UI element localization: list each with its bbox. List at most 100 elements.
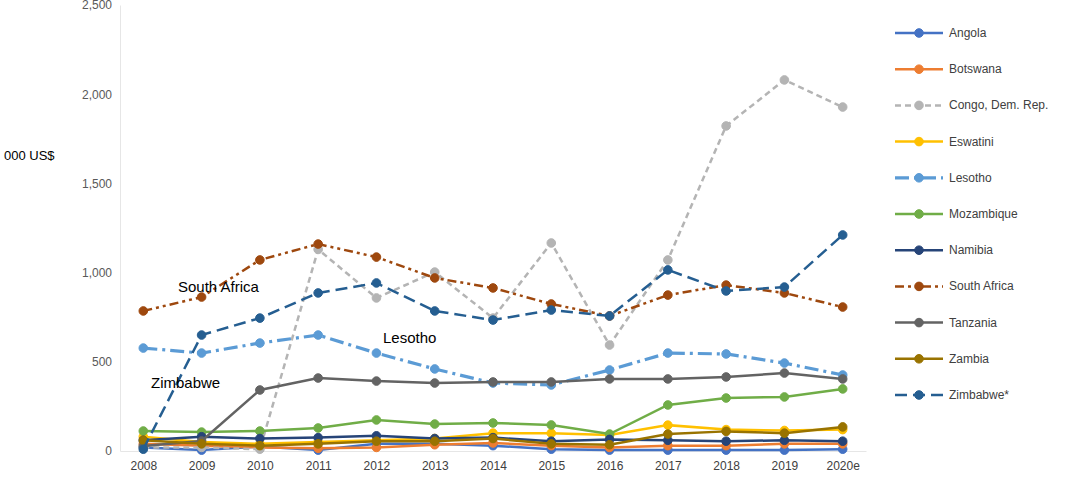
legend-label: Zimbabwe*: [949, 388, 1009, 402]
series-marker: [139, 344, 148, 353]
legend-marker: [915, 174, 924, 183]
legend-entry: Eswatini: [895, 135, 994, 149]
series: [139, 423, 847, 450]
x-tick-label: 2019: [772, 459, 799, 473]
series-marker: [838, 103, 847, 112]
legend-marker: [915, 210, 924, 219]
series-marker: [314, 331, 323, 340]
x-axis: 2008200920102011201220132014201520162017…: [121, 451, 867, 473]
x-tick: 2008: [130, 451, 157, 473]
series-marker: [547, 440, 556, 449]
series-marker: [547, 429, 556, 438]
y-tick-label: 1,500: [82, 177, 112, 191]
y-axis: 05001,0001,5002,0002,500: [82, 0, 121, 458]
x-tick: 2015: [538, 451, 565, 473]
legend-marker: [915, 65, 924, 74]
series-marker: [664, 266, 673, 275]
series-marker: [664, 349, 673, 358]
x-tick-label: 2016: [597, 459, 624, 473]
series-marker: [139, 307, 148, 316]
series-line: [143, 80, 842, 449]
x-tick-label: 2015: [538, 459, 565, 473]
x-tick: 2010: [247, 451, 274, 473]
series-marker: [314, 289, 323, 298]
y-tick: 2,500: [82, 0, 120, 12]
legend-label: Eswatini: [949, 135, 994, 149]
series-marker: [256, 314, 265, 323]
series-marker: [838, 423, 847, 432]
legend-marker: [915, 246, 924, 255]
series-marker: [430, 420, 439, 429]
series-marker: [139, 427, 148, 436]
legend-label: Tanzania: [949, 316, 997, 330]
legend-label: Mozambique: [949, 207, 1018, 221]
legend-label: Botswana: [949, 62, 1002, 76]
series-marker: [197, 349, 206, 358]
series-marker: [256, 339, 265, 348]
legend-marker: [915, 318, 924, 327]
series-marker: [838, 231, 847, 240]
series-marker: [314, 440, 323, 449]
y-tick-label: 500: [92, 355, 112, 369]
legend-marker: [915, 282, 924, 291]
x-tick-label: 2010: [247, 459, 274, 473]
legend-entry: Angola: [895, 26, 987, 40]
series: [139, 369, 847, 451]
series-line: [143, 425, 842, 444]
legend-entry: Zimbabwe*: [895, 388, 1009, 402]
series-marker: [372, 253, 381, 262]
series-marker: [838, 385, 847, 394]
legend-marker: [915, 137, 924, 146]
series-line: [143, 244, 842, 316]
series: [139, 76, 847, 454]
x-tick: 2013: [422, 451, 449, 473]
series-marker: [256, 441, 265, 450]
series: [139, 231, 847, 454]
series-marker: [547, 239, 556, 248]
series-marker: [664, 291, 673, 300]
series-marker: [722, 437, 731, 446]
series-marker: [780, 429, 789, 438]
series-marker: [197, 440, 206, 449]
y-axis-title: 000 US$: [4, 148, 55, 163]
series-marker: [430, 274, 439, 283]
series-marker: [372, 349, 381, 358]
series-marker: [605, 341, 614, 350]
series: [139, 240, 847, 320]
series-marker: [722, 394, 731, 403]
series-line: [143, 235, 842, 449]
series-marker: [780, 369, 789, 378]
legend-entry: South Africa: [895, 279, 1014, 293]
series-marker: [314, 374, 323, 383]
legend-label: South Africa: [949, 279, 1014, 293]
legend-entry: Namibia: [895, 243, 993, 257]
series-marker: [372, 294, 381, 303]
legend-marker: [915, 391, 924, 400]
series-marker: [489, 433, 498, 442]
x-tick: 2012: [364, 451, 391, 473]
series-marker: [430, 365, 439, 374]
series-marker: [722, 350, 731, 359]
x-tick-label: 2009: [189, 459, 216, 473]
x-tick-label: 2012: [364, 459, 391, 473]
legend: AngolaBotswanaCongo, Dem. Rep.EswatiniLe…: [895, 26, 1048, 402]
legend-label: Namibia: [949, 243, 993, 257]
x-tick: 2014: [480, 451, 507, 473]
y-axis-line: [120, 6, 121, 452]
legend-entry: Congo, Dem. Rep.: [895, 98, 1048, 112]
series-marker: [780, 76, 789, 85]
series-marker: [489, 419, 498, 428]
series-line: [143, 373, 842, 446]
chart: 05001,0001,5002,0002,5002008200920102011…: [0, 0, 1065, 477]
series-marker: [489, 434, 498, 443]
legend-label: Congo, Dem. Rep.: [949, 98, 1048, 112]
series: [139, 385, 847, 439]
x-tick-label: 2018: [713, 459, 740, 473]
x-tick-label: 2014: [480, 459, 507, 473]
series-marker: [664, 256, 673, 265]
series-marker: [430, 307, 439, 316]
y-tick-label: 0: [105, 444, 112, 458]
series-marker: [139, 445, 148, 454]
x-tick-label: 2020e: [827, 459, 861, 473]
series-marker: [314, 240, 323, 249]
